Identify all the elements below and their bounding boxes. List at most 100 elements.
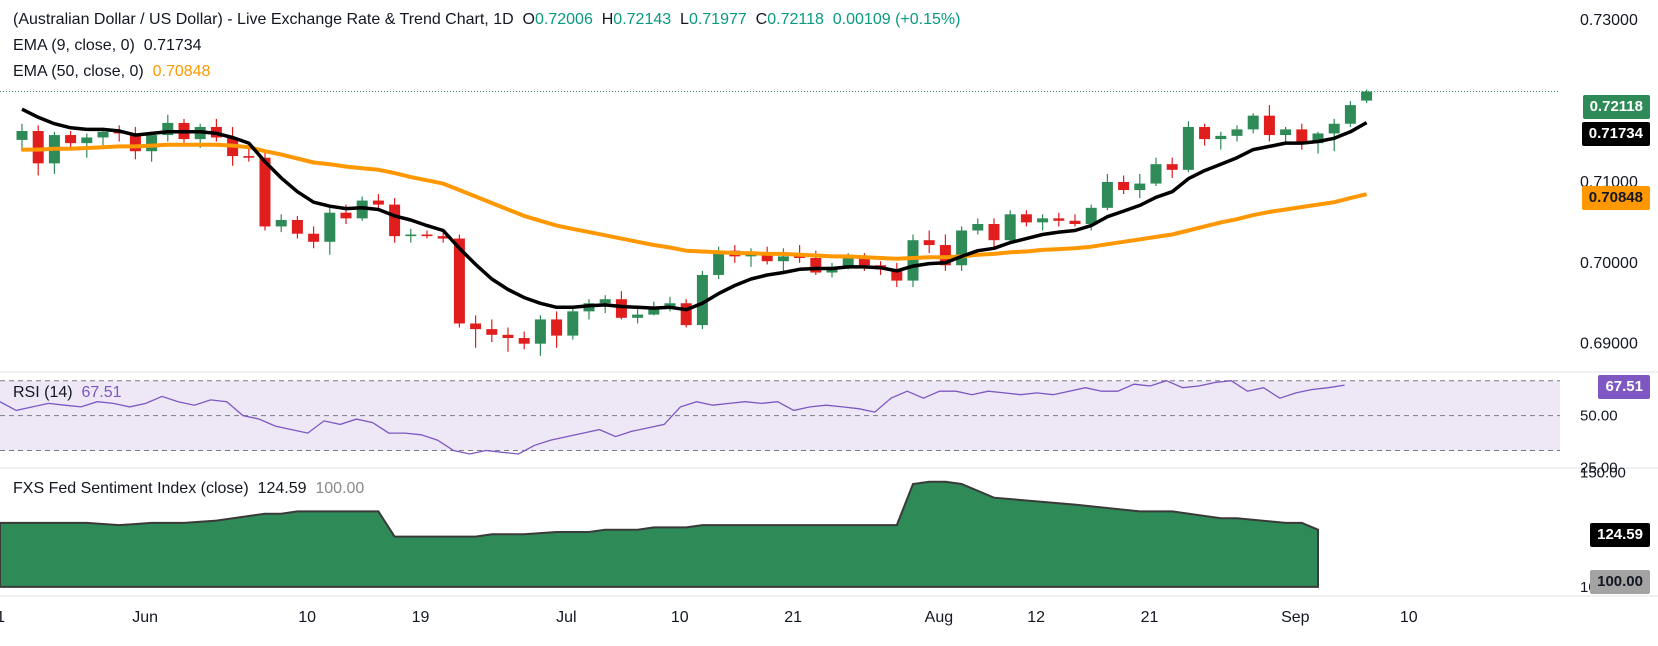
price-tick-label: 0.70000 <box>1580 255 1638 272</box>
candle-body <box>1344 105 1356 124</box>
candle-body <box>1069 220 1081 225</box>
change-value: 0.00109 (+0.15%) <box>832 11 961 28</box>
ema9-line <box>21 107 1368 312</box>
rsi-value: 67.51 <box>81 384 122 401</box>
time-tick-label: Aug <box>925 609 953 626</box>
candlestick-series <box>16 89 1373 356</box>
price-tick-label: 0.69000 <box>1580 336 1638 353</box>
ema-lines <box>21 107 1368 312</box>
candle-body <box>1280 129 1292 136</box>
candle-body <box>923 240 935 246</box>
candle-body <box>421 234 433 237</box>
price-grid <box>0 91 1658 469</box>
close-label: C <box>755 11 768 28</box>
candle-body <box>81 137 93 144</box>
ema9-value: 0.71734 <box>143 37 202 54</box>
candle-body <box>1199 126 1211 140</box>
candle-body <box>907 240 919 281</box>
high-value: 0.72143 <box>613 11 672 28</box>
candle-body <box>777 256 789 262</box>
fxs-value: 124.59 <box>257 480 307 497</box>
fxs-base-tag: 100.00 <box>1590 570 1650 594</box>
candle-body <box>794 256 806 258</box>
fxs-area <box>0 480 1319 588</box>
ema50-line <box>22 142 1368 261</box>
candle-body <box>1182 126 1194 170</box>
candle-body <box>1296 129 1308 144</box>
candle-body <box>340 212 352 219</box>
candle-body <box>567 311 579 336</box>
fxs-tick-label: 150.00 <box>1580 465 1626 482</box>
time-axis[interactable]: 21 Jun 10 19 Jul 10 21 Aug 12 21 Sep 10 <box>0 595 1658 626</box>
price-tick-label: 0.73000 <box>1580 12 1638 29</box>
time-tick-label: 10 <box>298 609 316 626</box>
candle-body <box>372 200 384 205</box>
candle-body <box>1004 214 1016 241</box>
candle-body <box>243 156 255 158</box>
ema50-value: 0.70848 <box>152 63 211 80</box>
candle-body <box>97 131 109 138</box>
high-label: H <box>601 11 614 28</box>
candle-body <box>486 329 498 335</box>
ema50-legend[interactable]: EMA (50, close, 0) 0.70848 <box>13 63 210 81</box>
fxs-legend[interactable]: FXS Fed Sentiment Index (close) 124.59 1… <box>13 480 364 498</box>
candle-body <box>1037 218 1049 223</box>
time-tick-label: 19 <box>412 609 430 626</box>
candle-body <box>405 234 417 237</box>
candle-body <box>129 133 141 152</box>
rsi-price-tag: 67.51 <box>1598 375 1650 399</box>
price-axis[interactable]: 0.730000.710000.700000.6900050.0025.0015… <box>1580 12 1638 596</box>
rsi-pane <box>0 380 1560 455</box>
fxs-label: FXS Fed Sentiment Index (close) <box>13 480 249 497</box>
ema50-label: EMA (50, close, 0) <box>13 63 144 80</box>
candle-body <box>761 253 773 262</box>
candle-body <box>32 131 44 164</box>
time-tick-label: Jun <box>132 609 158 626</box>
time-tick-label: Sep <box>1281 609 1310 626</box>
candle-body <box>939 245 951 266</box>
candle-body <box>648 307 660 315</box>
ema9-price-tag: 0.71734 <box>1581 122 1650 146</box>
time-tick-label: 12 <box>1027 609 1045 626</box>
candle-body <box>1215 135 1227 140</box>
candle-body <box>988 224 1000 241</box>
fxs-price-tag: 124.59 <box>1590 523 1650 547</box>
candle-body <box>680 303 692 326</box>
candle-body <box>389 204 401 237</box>
candle-body <box>551 319 563 336</box>
candle-body <box>534 319 546 344</box>
candle-body <box>632 314 644 318</box>
rsi-line <box>0 380 1345 455</box>
candle-body <box>842 257 854 267</box>
candle-body <box>1150 164 1162 184</box>
candle-body <box>972 224 984 231</box>
ema50-price-tag: 0.70848 <box>1581 186 1650 210</box>
candle-body <box>1020 214 1032 223</box>
fxs-base-value: 100.00 <box>315 480 365 497</box>
candle-body <box>502 334 514 339</box>
ema9-legend[interactable]: EMA (9, close, 0) 0.71734 <box>13 37 202 55</box>
candle-body <box>453 238 465 324</box>
candle-body <box>1053 218 1065 221</box>
time-tick-label: 21 <box>1141 609 1159 626</box>
candle-body <box>470 323 482 330</box>
candle-body <box>1118 181 1130 191</box>
candle-body <box>16 131 28 140</box>
rsi-label: RSI (14) <box>13 384 73 401</box>
candle-body <box>664 303 676 308</box>
fxs-pane <box>0 480 1319 588</box>
low-label: L <box>680 11 689 28</box>
candle-body <box>259 157 271 227</box>
candle-body <box>291 219 303 234</box>
rsi-legend[interactable]: RSI (14) 67.51 <box>13 384 122 402</box>
candle-body <box>615 299 627 318</box>
time-tick-label: 21 <box>0 609 5 626</box>
chart-title: (Australian Dollar / US Dollar) - Live E… <box>13 11 514 28</box>
close-value: 0.72118 <box>767 11 824 28</box>
rsi-tick-label: 25.00 <box>1580 459 1618 476</box>
candle-body <box>891 269 903 281</box>
open-label: O <box>522 11 535 28</box>
candle-body <box>599 299 611 304</box>
candle-body <box>1361 91 1373 101</box>
